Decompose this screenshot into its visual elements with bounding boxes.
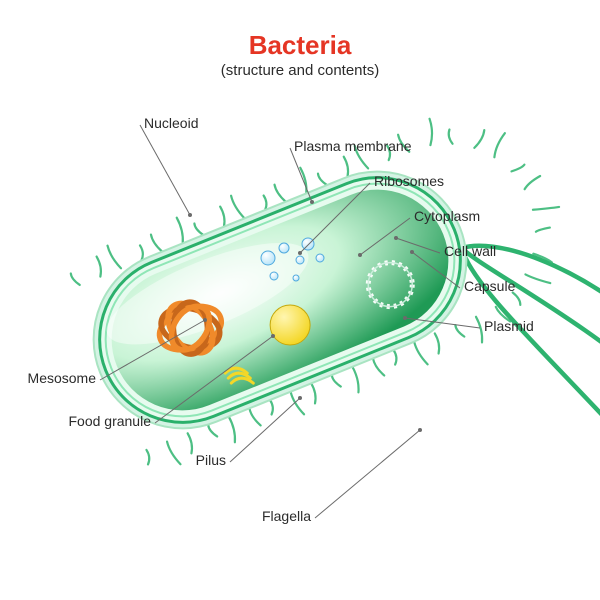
pilus [373,358,384,375]
pilus [344,157,348,177]
pilus [229,417,235,443]
label-nucleoid: Nucleoid [144,115,198,131]
pilus [449,130,453,144]
label-food_granule: Food granule [68,413,151,429]
pilus [512,165,525,172]
pilus [414,342,427,365]
pilus [394,350,397,364]
label-mesosome: Mesosome [28,370,96,386]
pilus [332,375,341,386]
pilus [140,245,143,259]
pilus [220,207,224,227]
label-cytoplasm: Cytoplasm [414,208,480,224]
pilus [525,176,541,189]
pilus [476,317,482,343]
pilus [474,130,484,148]
pilus [318,174,327,185]
label-plasma_membrane: Plasma membrane [294,138,412,154]
pilus [188,433,192,453]
food-granule-shape [270,305,310,345]
label-ribosomes: Ribosomes [374,173,444,189]
pilus [533,207,559,210]
ribosome [316,254,324,262]
pilus [455,325,464,336]
pilus [311,383,315,403]
pilus [97,257,101,277]
pilus [430,119,432,145]
pilus [513,293,521,305]
ribosome [296,256,304,264]
pilus [146,450,149,464]
ribosome [270,272,278,280]
pilus [435,333,439,353]
pilus [525,274,550,283]
pilus [264,196,267,210]
pilus [275,185,286,202]
pilus [208,425,217,436]
pilus [494,133,504,157]
label-cell_wall: Cell wall [444,243,496,259]
pilus [167,442,180,465]
pilus [231,196,244,219]
ribosome [261,251,275,265]
bacteria-cell [67,145,493,455]
pilus [291,392,304,415]
pilus [249,408,260,425]
pilus [108,246,121,269]
pilus [151,235,162,252]
pilus [352,367,358,393]
ribosome [302,238,314,250]
label-capsule: Capsule [464,278,515,294]
label-flagella: Flagella [262,508,311,524]
pilus [270,400,273,414]
pilus [71,273,80,284]
label-pilus: Pilus [196,452,226,468]
pilus [194,224,203,235]
pilus [536,228,550,232]
ribosome [293,275,299,281]
diagram-stage: Bacteria (structure and contents) [0,0,600,600]
ribosome [279,243,289,253]
label-plasmid: Plasmid [484,318,534,334]
pilus [177,218,183,244]
